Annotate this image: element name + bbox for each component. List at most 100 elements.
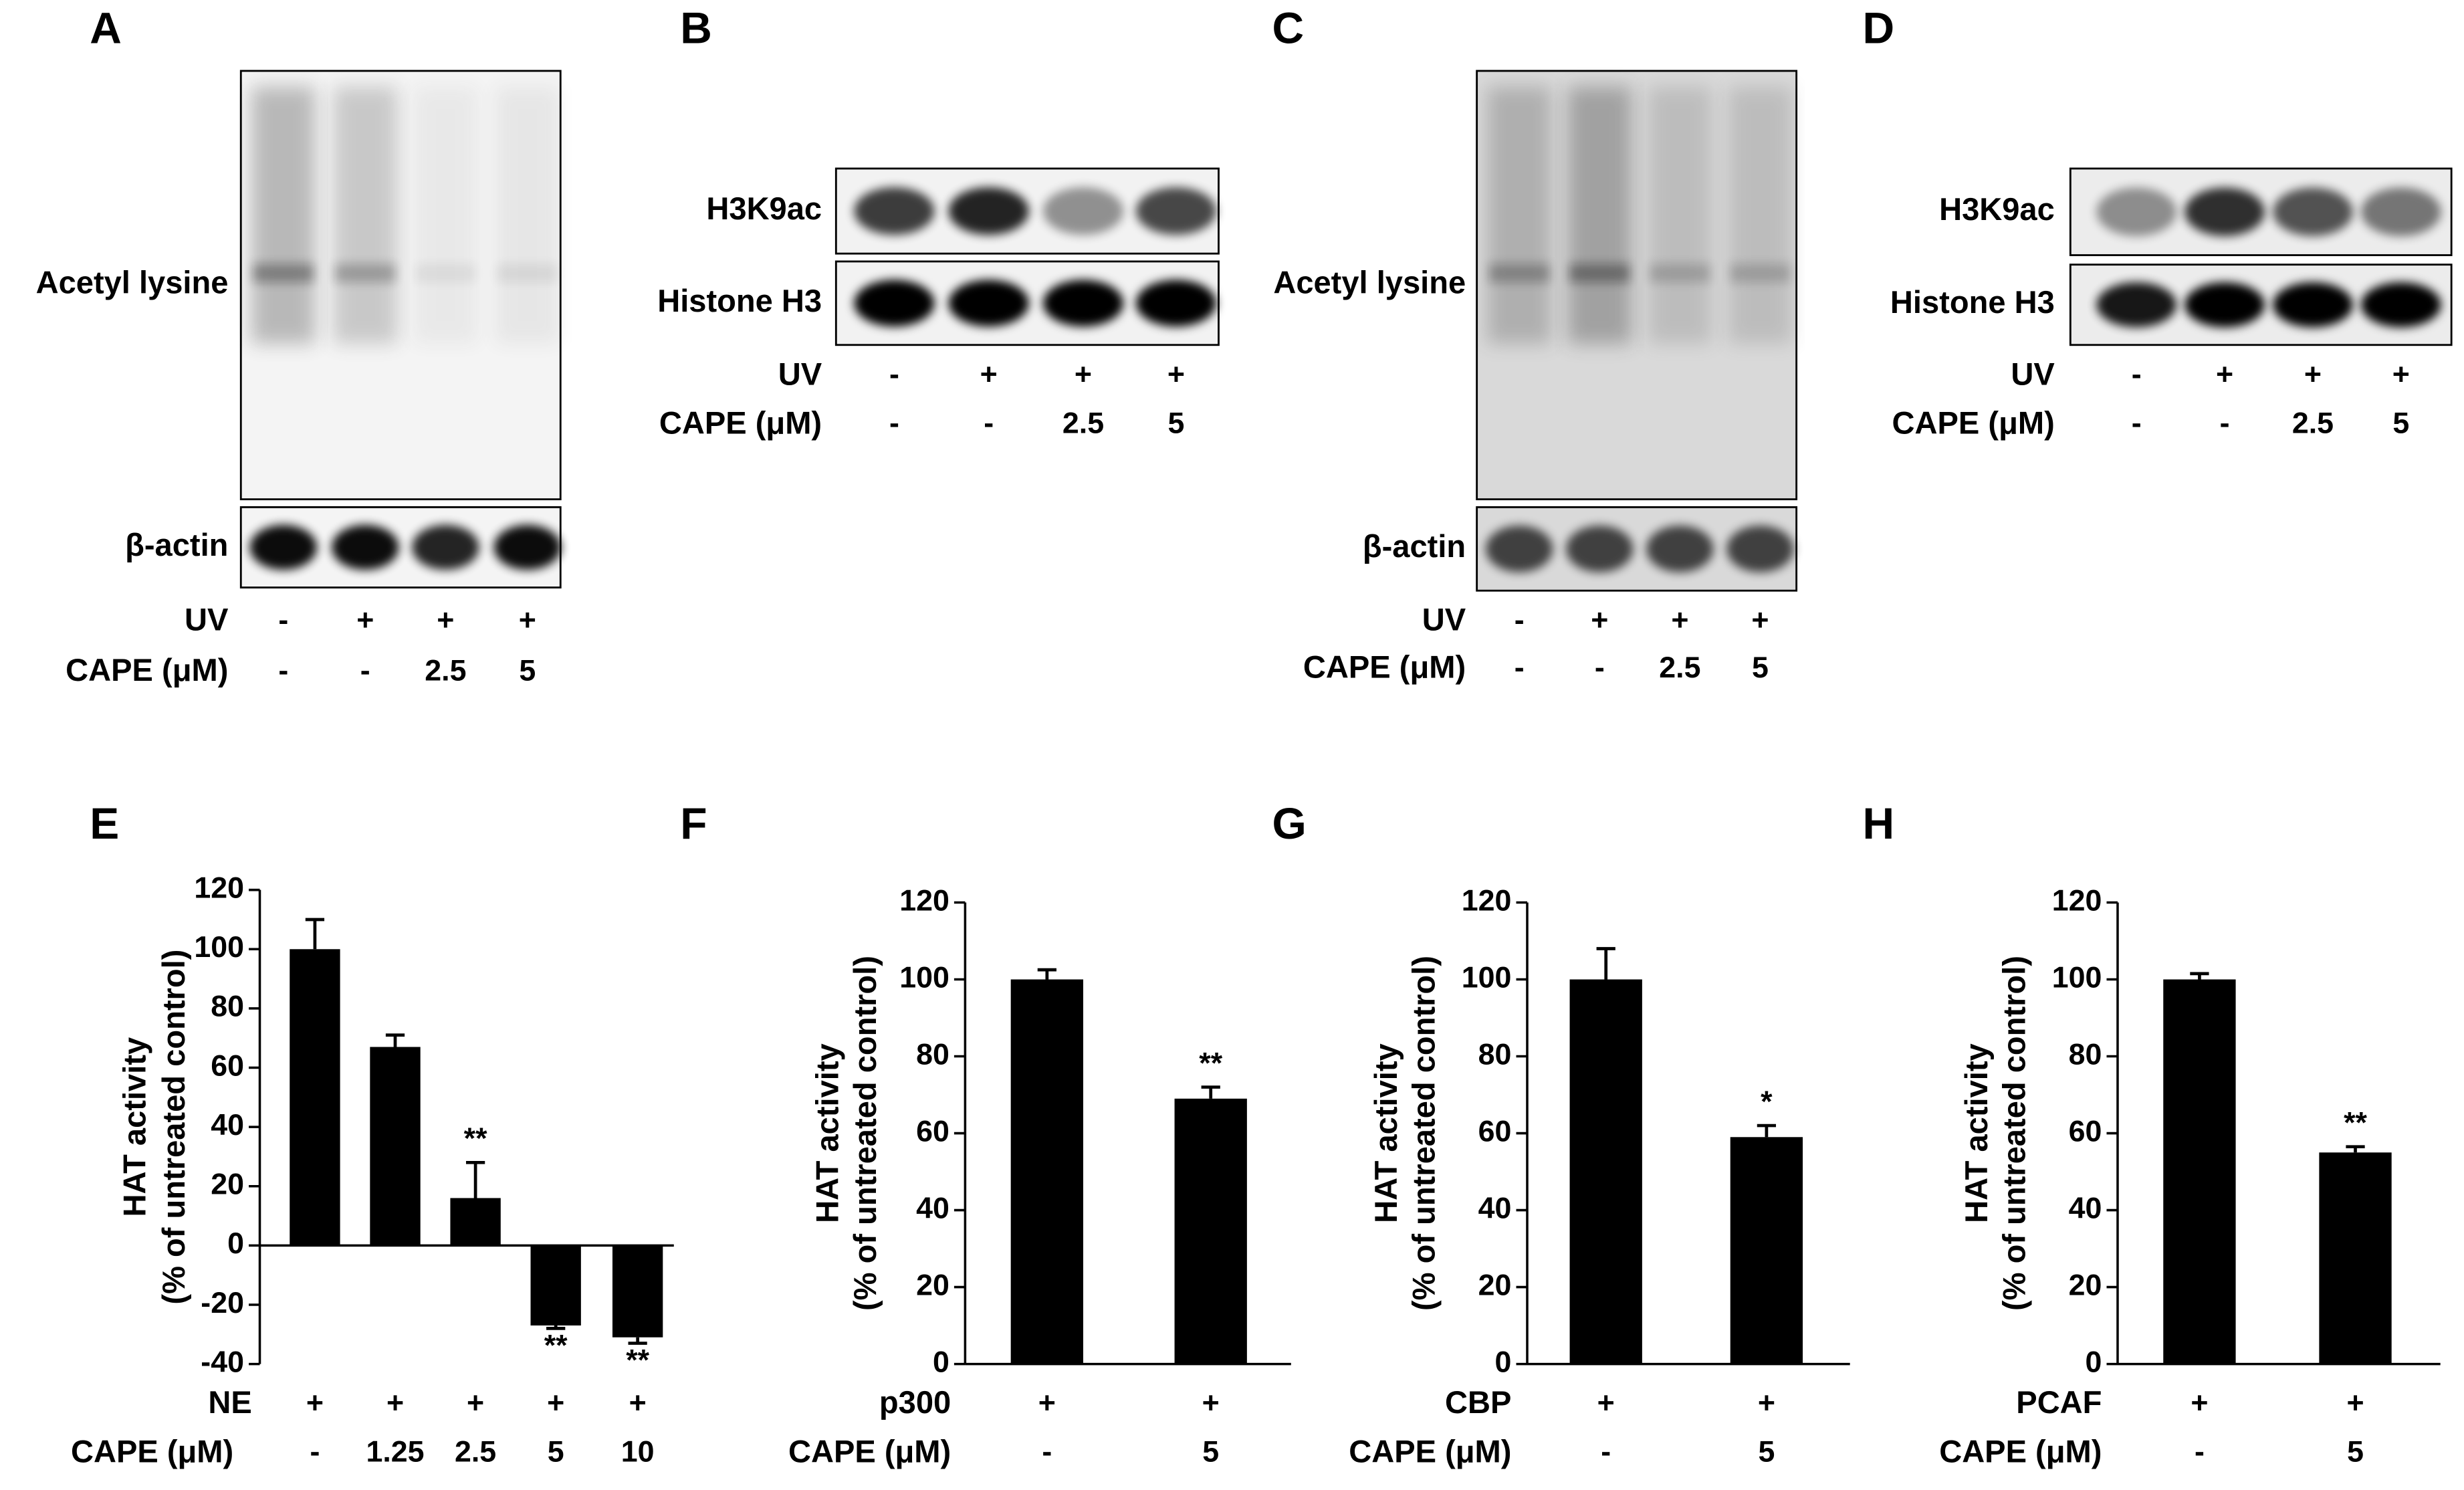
y-axis-label: (% of untreated control) <box>156 950 191 1305</box>
treatment-label: 5 <box>1758 1435 1775 1469</box>
treatment-label: - <box>2132 358 2142 391</box>
blot-row-label: Acetyl lysine <box>1273 265 1466 300</box>
treatment-name: CAPE (μM) <box>1939 1433 2102 1469</box>
significance-label: ** <box>626 1344 649 1377</box>
treatment-label: 5 <box>1167 407 1184 440</box>
blot-frame <box>1476 506 1798 592</box>
blot-band <box>2096 187 2177 237</box>
blot-band <box>1042 187 1124 235</box>
panel-letter: B <box>680 3 712 53</box>
blot-band <box>415 263 476 283</box>
treatment-label: - <box>1515 603 1525 637</box>
blot-band <box>854 187 935 235</box>
treatment-label: - <box>360 653 370 687</box>
significance-label: ** <box>464 1122 487 1155</box>
treatment-label: 2.5 <box>1062 407 1104 440</box>
chart-panel: F HAT activity (% of untreated control) 0 20… <box>680 799 1291 1469</box>
blot-band <box>334 263 396 283</box>
blot-band <box>2273 187 2353 237</box>
blot-band <box>1488 263 1550 283</box>
bar <box>1569 979 1642 1364</box>
bar <box>530 1245 581 1325</box>
bar <box>1730 1137 1803 1364</box>
treatment-label: 10 <box>621 1435 655 1469</box>
treatment-name: CAPE (μM) <box>1349 1433 1511 1469</box>
treatment-label: + <box>1038 1386 1056 1420</box>
panel-letter: C <box>1272 3 1305 53</box>
bar <box>370 1047 421 1246</box>
blot-band <box>1135 280 1216 327</box>
treatment-label: + <box>1202 1386 1220 1420</box>
blot-row-label: β-actin <box>125 527 228 562</box>
blot-panel: B H3K9ac Histone H3 UV - + + + CAPE (μM) - - 2.5 5 <box>657 3 1220 440</box>
treatment-label: + <box>2346 1386 2364 1420</box>
treatment-label: + <box>547 1386 564 1420</box>
treatment-name: CBP <box>1445 1384 1511 1420</box>
y-tick-label: 0 <box>2086 1345 2102 1378</box>
blot-frame <box>834 167 1220 255</box>
y-tick-label: 40 <box>1478 1191 1512 1225</box>
blot-row-label: Acetyl lysine <box>36 265 229 300</box>
treatment-name: p300 <box>879 1384 951 1420</box>
y-tick-label: 0 <box>1495 1345 1512 1378</box>
treatment-label: + <box>467 1386 484 1420</box>
bar <box>290 949 340 1246</box>
treatment-label: 2.5 <box>455 1435 496 1469</box>
treatment-name: UV <box>778 356 822 391</box>
treatment-label: 5 <box>2392 407 2409 440</box>
significance-label: ** <box>544 1328 568 1362</box>
y-tick-label: 100 <box>194 930 244 964</box>
blot-band <box>249 524 318 570</box>
panel-letter: F <box>680 799 707 848</box>
y-tick-label: 60 <box>1478 1114 1512 1148</box>
blot-band <box>1042 280 1124 327</box>
treatment-label: + <box>1597 1386 1615 1420</box>
treatment-label: - <box>1042 1435 1052 1469</box>
y-tick-label: 40 <box>211 1108 244 1142</box>
y-tick-label: 80 <box>1478 1037 1512 1071</box>
panel-letter: A <box>90 3 122 53</box>
blot-band <box>948 187 1029 235</box>
treatment-name: CAPE (μM) <box>788 1433 951 1469</box>
blot-band <box>948 280 1029 327</box>
treatment-label: 2.5 <box>1659 651 1700 684</box>
treatment-label: - <box>984 407 994 440</box>
blot-band <box>1730 263 1791 283</box>
y-tick-label: 120 <box>2052 883 2102 917</box>
blot-band <box>854 280 935 327</box>
blot-band <box>1569 263 1630 283</box>
treatment-label: 2.5 <box>2292 407 2334 440</box>
treatment-label: - <box>889 358 899 391</box>
bar <box>2163 979 2236 1364</box>
treatment-name: PCAF <box>2016 1384 2102 1420</box>
treatment-label: 5 <box>1752 651 1769 684</box>
treatment-label: - <box>1515 651 1525 684</box>
blot-band <box>2273 282 2353 328</box>
blot-smear <box>1567 86 1632 344</box>
treatment-name: NE <box>208 1384 251 1420</box>
treatment-label: + <box>2191 1386 2208 1420</box>
blot-band <box>1486 525 1553 572</box>
blot-band <box>2360 282 2441 328</box>
blot-band <box>253 263 314 283</box>
panel-letter: E <box>90 799 119 848</box>
y-tick-label: 0 <box>933 1345 949 1378</box>
significance-label: * <box>1761 1085 1773 1118</box>
blot-band <box>493 524 561 570</box>
treatment-label: + <box>1167 358 1185 391</box>
blot-frame <box>2069 167 2453 256</box>
blot-row-label: H3K9ac <box>1939 191 2055 227</box>
blot-smear <box>413 86 478 344</box>
treatment-label: + <box>386 1386 404 1420</box>
treatment-label: - <box>278 653 288 687</box>
treatment-label: - <box>889 407 899 440</box>
treatment-name: CAPE (μM) <box>659 405 822 440</box>
treatment-label: - <box>1601 1435 1611 1469</box>
blot-panel: A Acetyl lysine β-actin UV - + + + CAPE (μM) - - 2.… <box>36 3 562 687</box>
blot-band <box>332 524 399 570</box>
significance-label: ** <box>2344 1106 2367 1140</box>
treatment-label: + <box>356 603 374 637</box>
treatment-label: - <box>310 1435 320 1469</box>
y-axis-label: HAT activity <box>809 1043 845 1223</box>
